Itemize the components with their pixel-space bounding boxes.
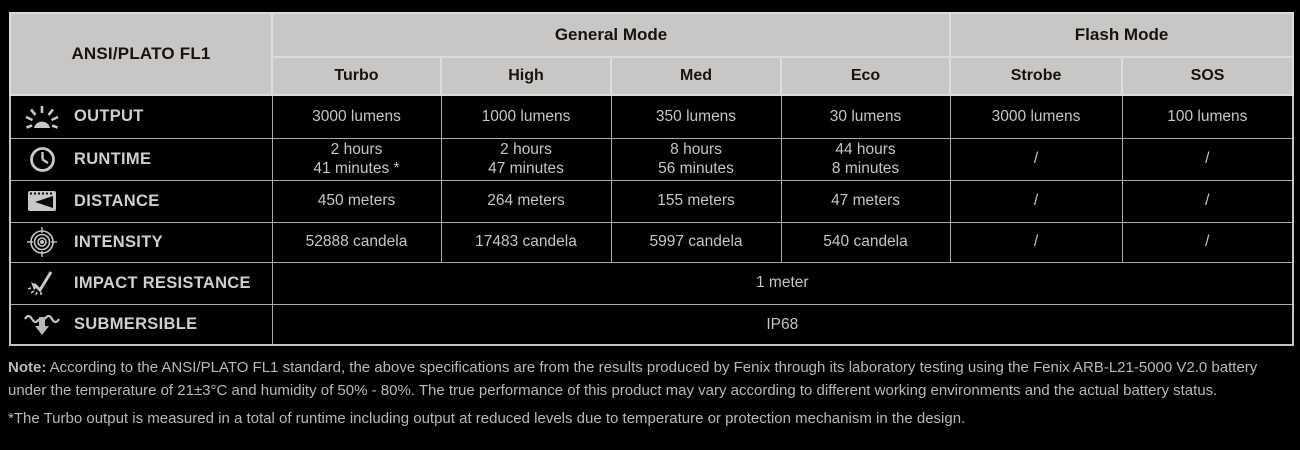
impact-check-icon [23, 269, 61, 297]
row-label-runtime: RUNTIME [9, 137, 273, 181]
row-label-text: DISTANCE [74, 191, 160, 210]
table-row: DISTANCE 450 meters 264 meters 155 meter… [9, 179, 1294, 223]
table-row: SUBMERSIBLE IP68 [9, 303, 1294, 346]
output-strobe: 3000 lumens [949, 94, 1123, 139]
runtime-sos: / [1121, 137, 1294, 181]
intensity-strobe: / [949, 221, 1123, 263]
intensity-high: 17483 candela [440, 221, 612, 263]
beam-distance-icon [23, 189, 61, 213]
intensity-med: 5997 candela [610, 221, 782, 263]
runtime-eco: 44 hours 8 minutes [780, 137, 951, 181]
intensity-sos: / [1121, 221, 1294, 263]
note-label: Note: [8, 359, 47, 376]
row-label-text: INTENSITY [74, 232, 163, 251]
row-label-text: IMPACT RESISTANCE [74, 273, 251, 292]
runtime-med: 8 hours 56 minutes [610, 137, 782, 181]
output-eco: 30 lumens [780, 94, 951, 139]
distance-strobe: / [949, 179, 1123, 223]
runtime-strobe: / [949, 137, 1123, 181]
mode-header-turbo: Turbo [271, 56, 442, 96]
output-med: 350 lumens [610, 94, 782, 139]
mode-header-sos: SOS [1121, 56, 1295, 96]
row-label-text: OUTPUT [74, 107, 144, 126]
table-row: INTENSITY 52888 candela 17483 candela 59… [9, 221, 1294, 263]
impact-resistance-value: 1 meter [271, 261, 1294, 305]
target-intensity-icon [23, 227, 61, 257]
mode-header-med: Med [610, 56, 782, 96]
row-label-output: OUTPUT [9, 94, 273, 139]
row-label-text: RUNTIME [74, 149, 152, 168]
row-label-intensity: INTENSITY [9, 221, 273, 263]
distance-med: 155 meters [610, 179, 782, 223]
output-high: 1000 lumens [440, 94, 612, 139]
distance-turbo: 450 meters [271, 179, 442, 223]
runtime-turbo: 2 hours 41 minutes * [271, 137, 442, 181]
corner-header: ANSI/PLATO FL1 [9, 12, 273, 96]
intensity-eco: 540 candela [780, 221, 951, 263]
clock-icon [23, 146, 61, 173]
runtime-high: 2 hours 47 minutes [440, 137, 612, 181]
notes-section: Note: According to the ANSI/PLATO FL1 st… [8, 357, 1296, 430]
general-mode-header: General Mode [270, 12, 952, 58]
row-label-impact-resistance: IMPACT RESISTANCE [9, 261, 273, 305]
mode-header-high: High [440, 56, 612, 96]
submersible-value: IP68 [271, 303, 1294, 346]
note-paragraph: Note: According to the ANSI/PLATO FL1 st… [8, 357, 1296, 403]
intensity-turbo: 52888 candela [271, 221, 442, 263]
table-row: IMPACT RESISTANCE 1 meter [9, 261, 1294, 305]
mode-header-eco: Eco [779, 56, 952, 96]
row-label-submersible: SUBMERSIBLE [9, 303, 273, 346]
distance-eco: 47 meters [780, 179, 951, 223]
water-submersible-icon [23, 311, 61, 337]
table-row: RUNTIME 2 hours 41 minutes * 2 hours 47 … [9, 137, 1294, 181]
output-turbo: 3000 lumens [271, 94, 442, 139]
flash-mode-header: Flash Mode [949, 12, 1295, 58]
table-row: OUTPUT 3000 lumens 1000 lumens 350 lumen… [9, 94, 1294, 139]
ansi-fl1-spec-table: ANSI/PLATO FL1 General Mode Flash Mode T… [9, 12, 1295, 346]
note-body: According to the ANSI/PLATO FL1 standard… [8, 359, 1258, 399]
row-label-text: SUBMERSIBLE [74, 314, 198, 333]
turbo-footnote: *The Turbo output is measured in a total… [8, 409, 966, 427]
sun-output-icon [23, 104, 61, 130]
distance-high: 264 meters [440, 179, 612, 223]
mode-header-strobe: Strobe [949, 56, 1124, 96]
distance-sos: / [1121, 179, 1294, 223]
row-label-distance: DISTANCE [9, 179, 273, 223]
output-sos: 100 lumens [1121, 94, 1294, 139]
